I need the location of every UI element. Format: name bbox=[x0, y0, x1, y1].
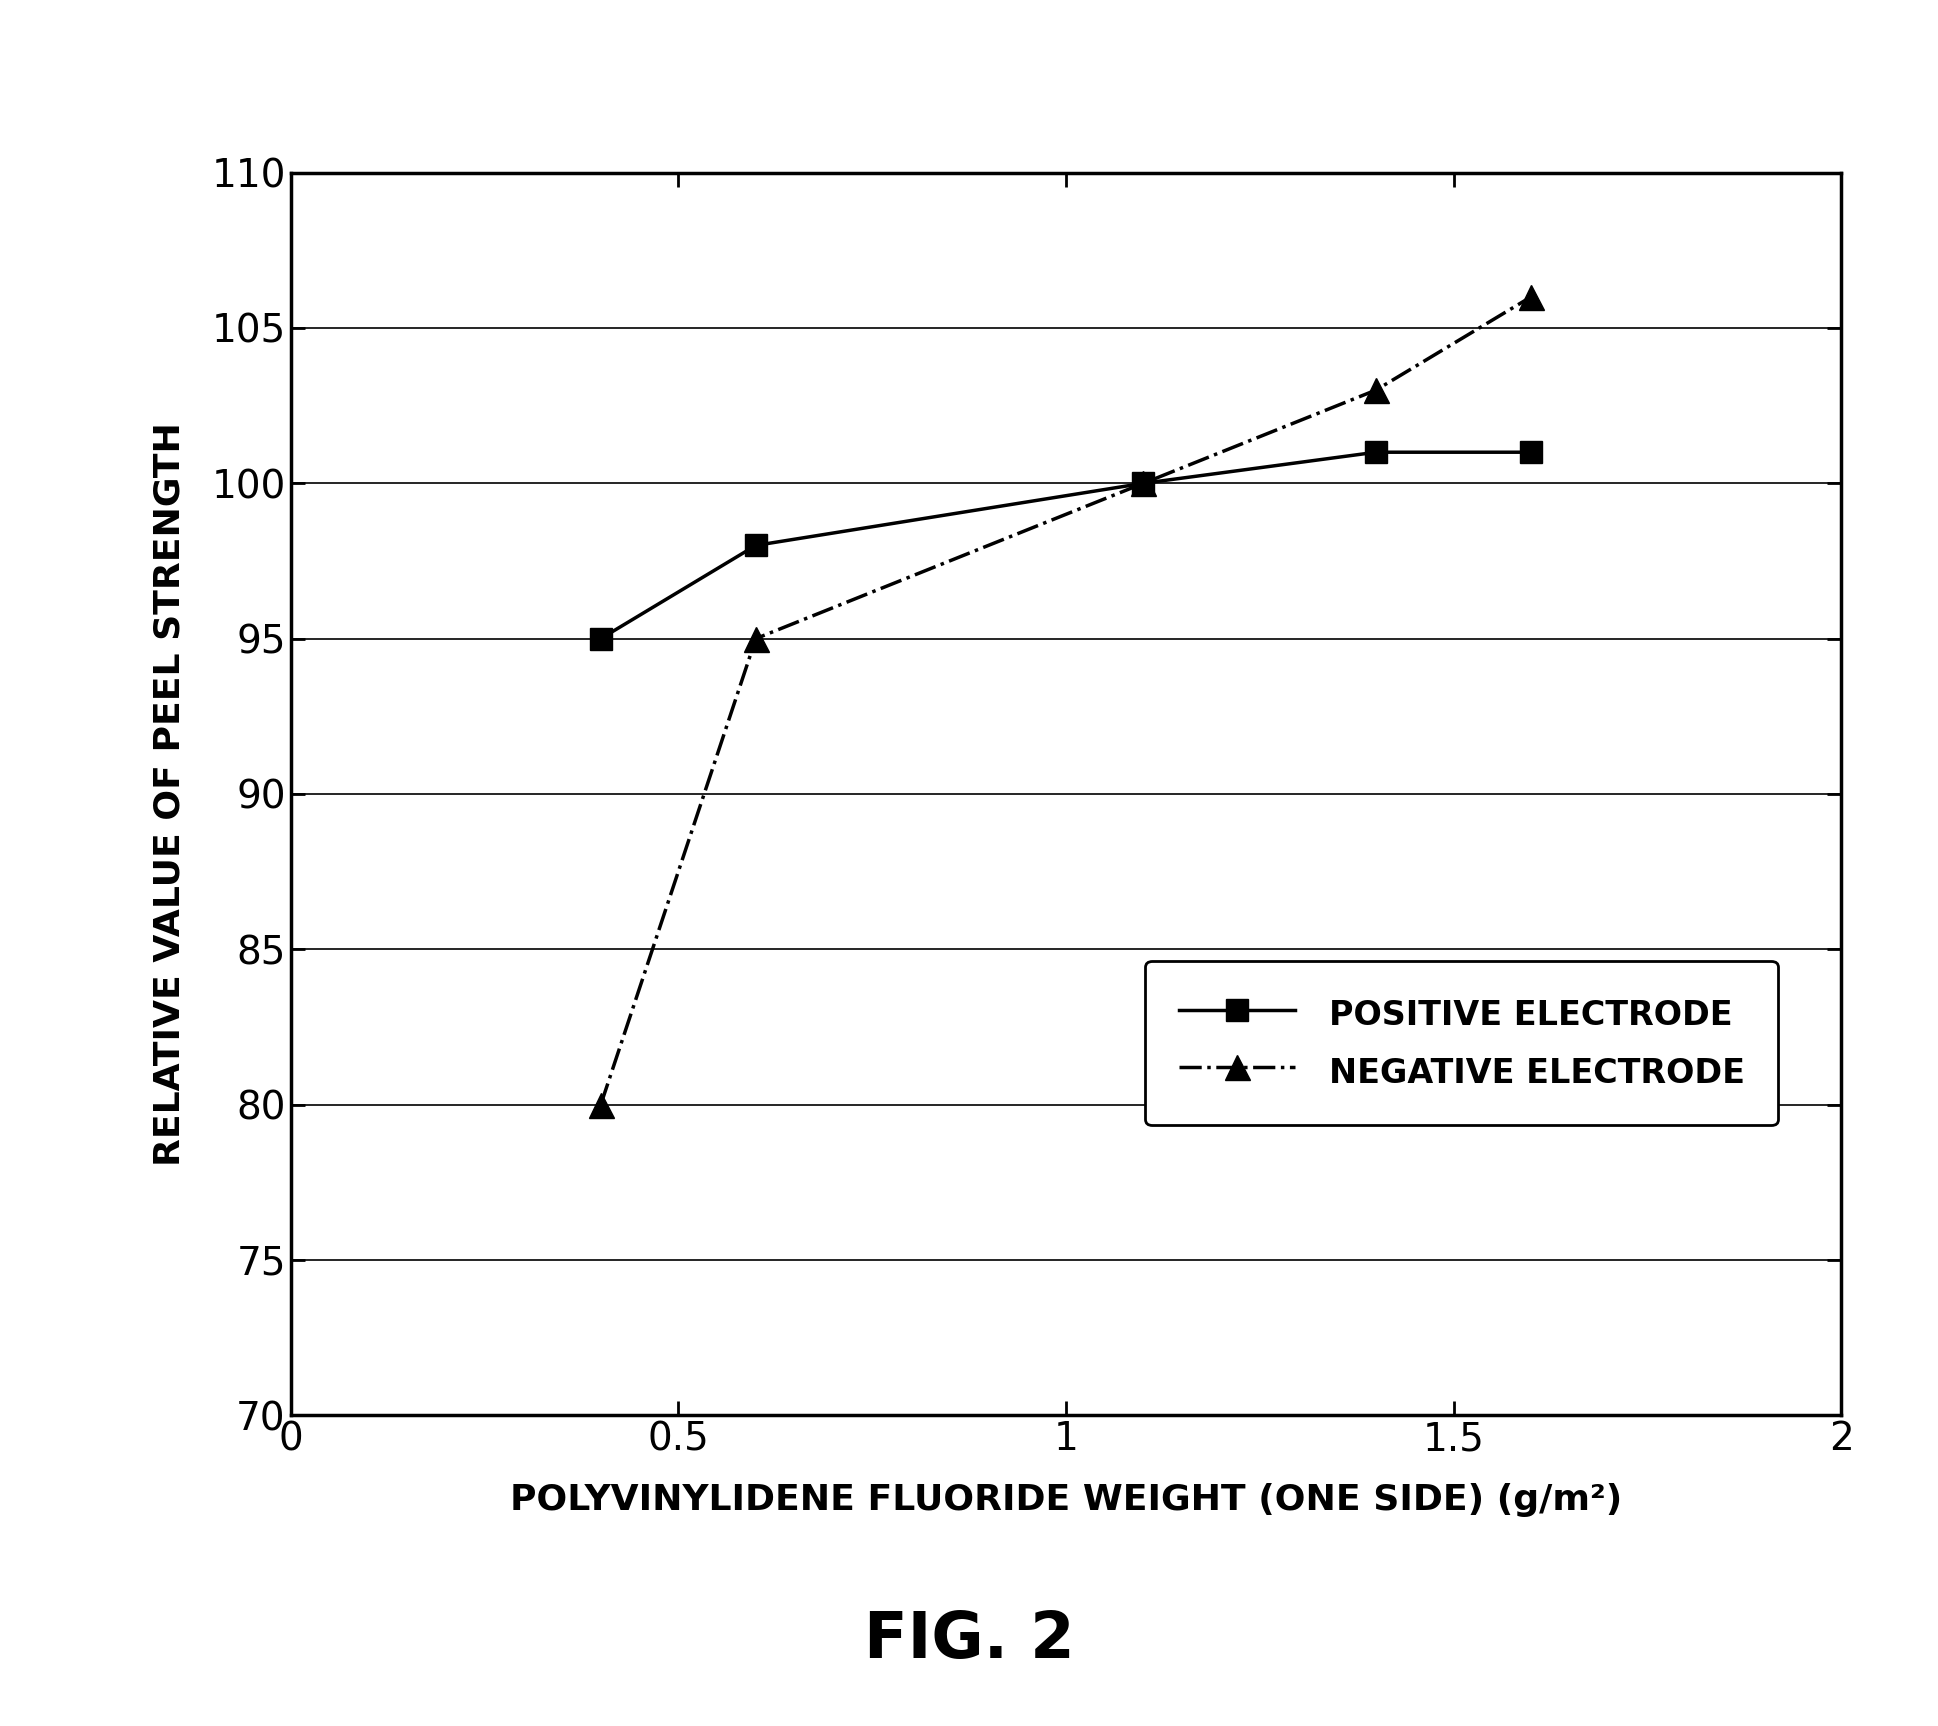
POSITIVE ELECTRODE bbox=[1364, 442, 1388, 463]
POSITIVE ELECTRODE bbox=[1132, 473, 1155, 494]
Y-axis label: RELATIVE VALUE OF PEEL STRENGTH: RELATIVE VALUE OF PEEL STRENGTH bbox=[153, 423, 186, 1165]
NEGATIVE ELECTRODE bbox=[744, 628, 767, 649]
Line: NEGATIVE ELECTRODE: NEGATIVE ELECTRODE bbox=[589, 285, 1543, 1117]
POSITIVE ELECTRODE bbox=[1519, 442, 1543, 463]
NEGATIVE ELECTRODE bbox=[1364, 380, 1388, 400]
NEGATIVE ELECTRODE bbox=[589, 1094, 612, 1115]
POSITIVE ELECTRODE bbox=[744, 535, 767, 556]
NEGATIVE ELECTRODE bbox=[1132, 473, 1155, 494]
NEGATIVE ELECTRODE bbox=[1519, 287, 1543, 307]
POSITIVE ELECTRODE bbox=[589, 628, 612, 649]
X-axis label: POLYVINYLIDENE FLUORIDE WEIGHT (ONE SIDE) (g/m²): POLYVINYLIDENE FLUORIDE WEIGHT (ONE SIDE… bbox=[510, 1483, 1622, 1517]
Text: FIG. 2: FIG. 2 bbox=[864, 1609, 1074, 1671]
Line: POSITIVE ELECTRODE: POSITIVE ELECTRODE bbox=[589, 442, 1543, 649]
Legend: POSITIVE ELECTRODE, NEGATIVE ELECTRODE: POSITIVE ELECTRODE, NEGATIVE ELECTRODE bbox=[1145, 961, 1777, 1125]
